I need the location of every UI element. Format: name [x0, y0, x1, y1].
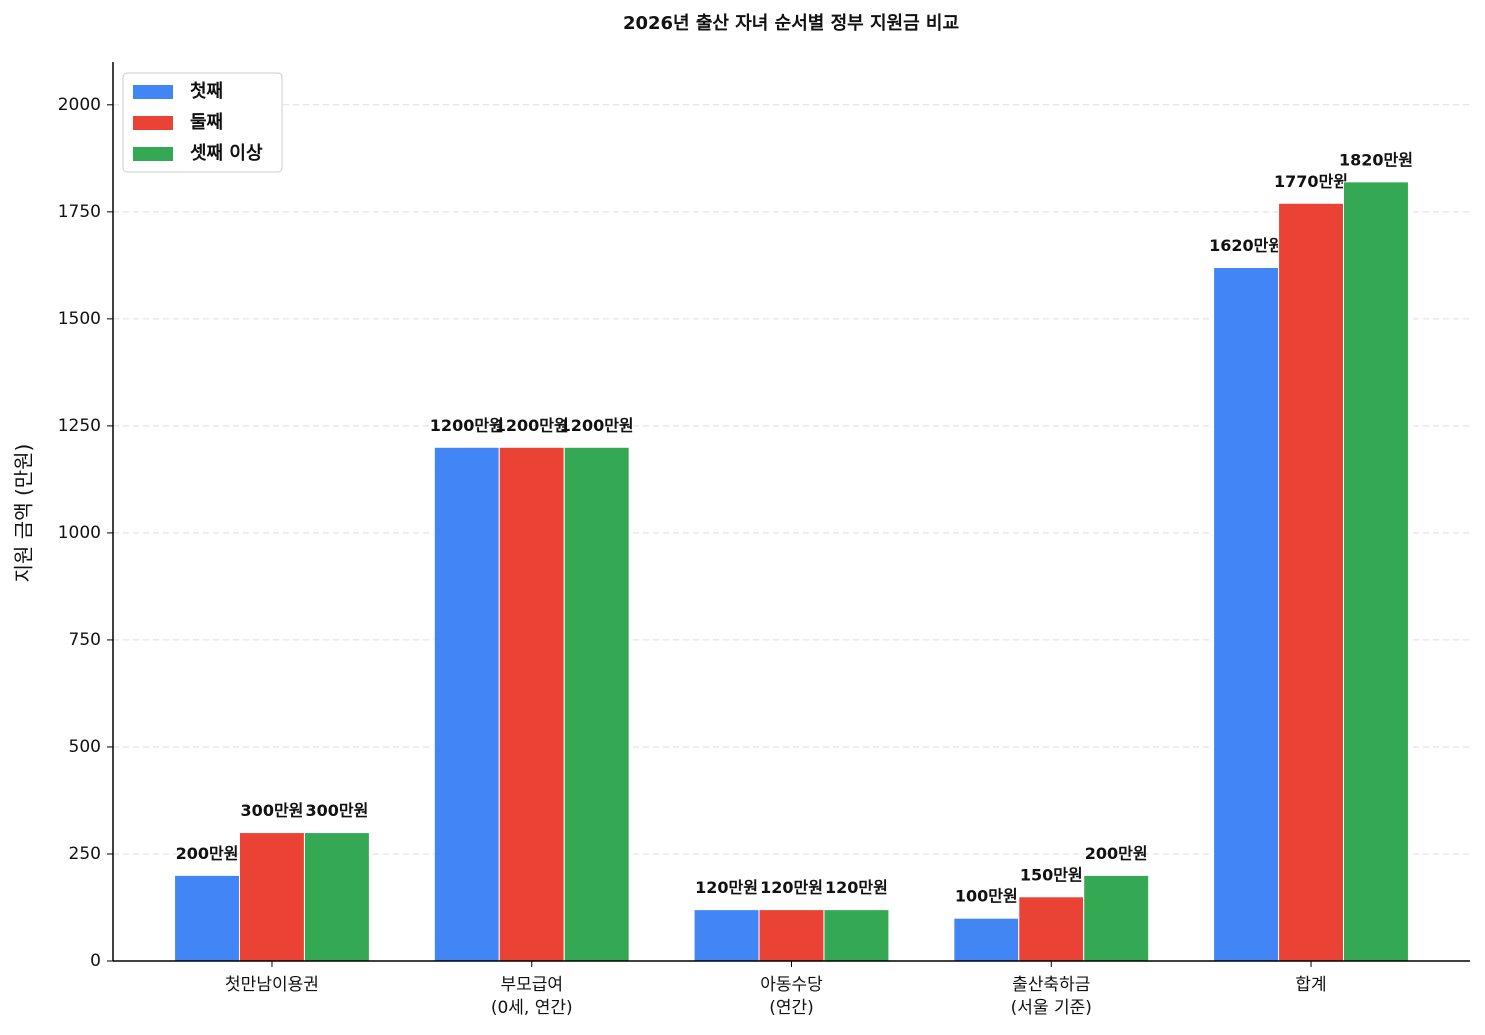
x-tick-label: 아동수당 (연간) [760, 975, 823, 1018]
value-label: 1200만원 [430, 416, 504, 435]
bar [239, 832, 305, 962]
x-tick-label-line: (연간) [769, 998, 814, 1018]
value-label: 300만원 [305, 801, 368, 820]
x-tick-label-line: (0세, 연간) [491, 998, 573, 1018]
value-label: 1620만원 [1209, 236, 1283, 255]
y-tick-label: 250 [69, 844, 101, 864]
bar [823, 909, 890, 962]
y-tick-label: 0 [90, 951, 101, 971]
y-tick-label: 2000 [58, 95, 101, 115]
value-label: 1770만원 [1274, 172, 1348, 191]
x-tick-label: 부모급여 (0세, 연간) [491, 975, 573, 1018]
bar [953, 917, 1020, 962]
bar [563, 446, 630, 962]
value-label: 200만원 [1085, 844, 1148, 863]
value-label: 120만원 [760, 878, 823, 897]
x-tick-label-line: 합계 [1295, 975, 1326, 995]
bar [1278, 202, 1344, 962]
bar [1083, 874, 1150, 962]
bar [1018, 896, 1085, 962]
y-tick-label: 750 [69, 630, 101, 650]
y-tick-label: 1750 [58, 202, 101, 222]
x-tick-label-line: 부모급여 [500, 975, 563, 995]
legend-swatch [133, 85, 173, 99]
value-label: 100만원 [955, 887, 1018, 906]
value-label: 150만원 [1020, 865, 1083, 884]
value-label: 120만원 [825, 878, 888, 897]
legend-swatch [133, 147, 173, 161]
x-tick-label-line: (서울 기준) [1011, 998, 1092, 1018]
bar [693, 909, 760, 962]
value-label: 1820만원 [1339, 150, 1413, 169]
x-tick-label: 출산축하금 (서울 기준) [1011, 975, 1092, 1018]
legend-label: 셋째 이상 [190, 143, 263, 164]
bar [498, 446, 565, 962]
y-tick-label: 500 [69, 737, 101, 757]
x-tick-label-line: 첫만남이용권 [225, 975, 319, 995]
bar [433, 446, 500, 962]
legend-label: 둘째 [190, 112, 223, 133]
x-tick-label-line: 출산축하금 [1012, 975, 1090, 995]
value-label: 1200만원 [560, 416, 634, 435]
bar [174, 874, 241, 962]
legend-swatch [133, 116, 173, 130]
legend-label: 첫째 [190, 81, 223, 102]
bar [1342, 181, 1409, 962]
y-tick-label: 1250 [58, 416, 101, 436]
value-label: 200만원 [176, 844, 239, 863]
y-tick-label: 1000 [58, 523, 101, 543]
bar [303, 832, 370, 962]
value-label: 1200만원 [495, 416, 569, 435]
y-tick-label: 1500 [58, 309, 101, 329]
x-tick-label: 합계 [1295, 975, 1326, 995]
value-label: 120만원 [695, 878, 758, 897]
x-tick-label-line: 아동수당 [760, 975, 823, 995]
y-axis-label: 지원 금액 (만원) [12, 444, 36, 583]
x-tick-label: 첫만남이용권 [225, 975, 319, 995]
chart-title: 2026년 출산 자녀 순서별 정부 지원금 비교 [623, 13, 959, 34]
value-label: 300만원 [241, 801, 304, 820]
bar [1213, 266, 1280, 962]
bar [758, 909, 825, 962]
